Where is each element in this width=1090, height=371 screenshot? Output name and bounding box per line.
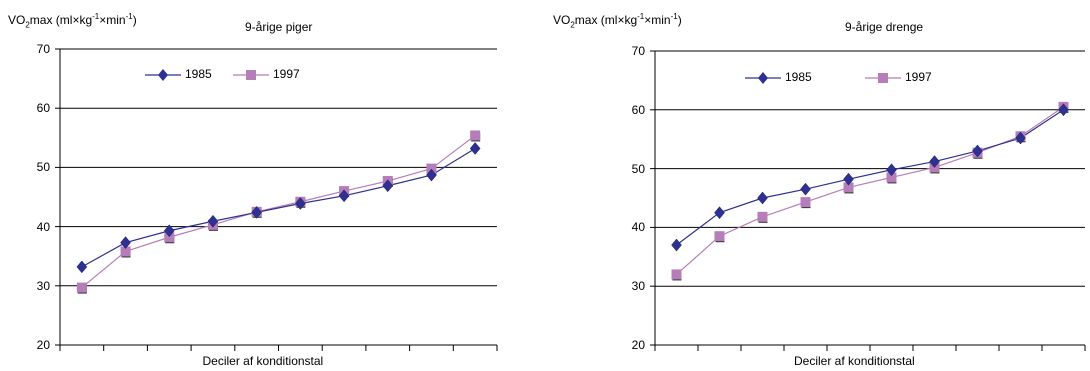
x-axis-label: Deciler af konditionstal <box>202 354 324 368</box>
y-tick-label: 40 <box>631 220 645 235</box>
data-point-1985 <box>120 236 131 249</box>
data-point-1997 <box>470 130 481 141</box>
y-tick-label: 60 <box>631 102 645 117</box>
data-point-1985 <box>800 182 811 196</box>
series-line-1985 <box>81 147 476 268</box>
data-point-1985 <box>671 238 682 252</box>
data-point-1985 <box>338 189 350 203</box>
legend-label: 1985 <box>185 67 212 81</box>
chart-title: 9-årige drenge <box>845 20 924 34</box>
series-line-1997 <box>81 134 476 289</box>
y-axis-label: VO2max (ml×kg-1×min-1) <box>8 12 137 30</box>
data-point-1985 <box>929 155 940 168</box>
data-point-1985 <box>843 172 854 186</box>
chart-panel-boys: VO2max (ml×kg-1×min-1) 9-årige drenge 20 30… <box>545 0 1090 371</box>
series-line-1997 <box>676 106 1064 275</box>
data-point-1997 <box>757 211 768 222</box>
chart-panel-girls: VO2max (ml×kg-1×min-1) 9-årige piger 20 30 4… <box>8 12 498 368</box>
data-point-1985 <box>714 206 725 220</box>
data-point-1985 <box>295 197 306 210</box>
data-point-1985 <box>757 191 768 205</box>
data-point-1985 <box>207 214 219 228</box>
plot-area <box>55 48 498 351</box>
y-tick-label: 50 <box>36 160 50 175</box>
legend-marker-1997 <box>233 69 269 80</box>
y-tick-label: 60 <box>36 101 50 116</box>
legend-marker-1985 <box>745 71 781 84</box>
y-tick-label: 50 <box>631 161 645 176</box>
y-tick-label: 30 <box>631 279 645 294</box>
y-tick-label: 70 <box>631 44 645 58</box>
data-point-1985 <box>1058 103 1069 117</box>
y-tick-label: 40 <box>36 219 50 234</box>
data-point-1985 <box>76 260 88 274</box>
data-point-1985 <box>382 179 394 193</box>
legend-item-1985: 1985 <box>745 70 812 85</box>
y-axis-label: VO2max (ml×kg-1×min-1) <box>553 12 682 30</box>
data-point-1997 <box>426 163 437 174</box>
data-point-1985 <box>1015 131 1026 145</box>
legend-item-1997: 1997 <box>865 70 932 85</box>
data-point-1985 <box>469 142 481 155</box>
legend-label: 1997 <box>905 70 932 84</box>
legend-label: 1985 <box>785 70 812 84</box>
data-point-1997 <box>714 231 725 242</box>
legend-label: 1997 <box>273 67 300 81</box>
y-tick-label: 70 <box>36 42 50 56</box>
data-point-1985 <box>251 206 262 219</box>
data-point-1997 <box>843 182 854 193</box>
y-tick-label: 20 <box>631 338 645 352</box>
data-point-1997 <box>120 246 131 257</box>
data-point-1997 <box>76 282 87 293</box>
data-point-1985 <box>426 168 437 182</box>
legend-marker-1985 <box>145 68 181 81</box>
data-point-1997 <box>164 232 175 243</box>
data-point-1985 <box>163 224 175 238</box>
chart-title: 9-årige piger <box>245 20 313 34</box>
legend-item-1985: 1985 <box>145 67 212 82</box>
data-point-1997 <box>671 269 682 280</box>
legend-item-1997: 1997 <box>233 67 300 82</box>
data-point-1985 <box>972 144 983 158</box>
series-line-1985 <box>676 109 1064 246</box>
data-point-1997 <box>886 172 897 183</box>
y-tick-label: 20 <box>36 338 50 352</box>
y-tick-label: 30 <box>36 278 50 293</box>
legend-marker-1997 <box>865 72 901 83</box>
data-point-1985 <box>886 163 897 177</box>
data-point-1997 <box>800 197 811 208</box>
x-axis-label: Deciler af konditionstal <box>794 354 915 368</box>
plot-area <box>650 50 1086 351</box>
